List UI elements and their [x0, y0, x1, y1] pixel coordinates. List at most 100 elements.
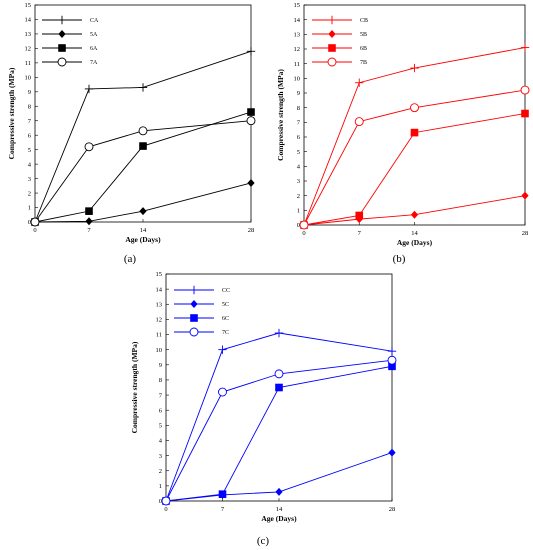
legend-marker-CB: [327, 15, 337, 25]
series-line-7C: [165, 359, 393, 502]
y-tick-label: 4: [28, 161, 32, 168]
x-tick-label: 0: [302, 230, 305, 237]
y-tick-label: 15: [25, 2, 32, 9]
series-line-7B: [303, 89, 526, 226]
y-tick-label: 12: [25, 46, 32, 53]
x-tick-label: 14: [411, 230, 418, 237]
data-point-6A: [247, 108, 255, 116]
y-tick-label: 5: [28, 147, 31, 154]
data-point-CC: [387, 346, 397, 356]
y-tick-label: 4: [159, 438, 163, 445]
series-line-5A: [34, 182, 252, 223]
legend-label-CA: CA: [90, 18, 99, 24]
y-tick-label: 8: [28, 103, 31, 110]
data-point-7A: [84, 142, 94, 152]
x-axis-label: Age (Days): [125, 235, 161, 244]
data-point-7A: [246, 116, 256, 126]
y-tick-label: 5: [297, 149, 300, 156]
legend-marker-5A: [58, 30, 66, 38]
y-tick-label: 15: [294, 2, 301, 9]
data-point-6C: [388, 362, 396, 371]
y-tick-label: 11: [294, 61, 300, 68]
y-tick-label: 1: [297, 208, 300, 215]
series-line-CB: [303, 47, 526, 226]
data-point-6A: [139, 142, 147, 150]
legend: CB 5B 6B 7B: [312, 15, 368, 67]
legend: CC 5C 6C 7C: [174, 285, 230, 337]
x-tick-label: 14: [140, 227, 147, 234]
series-line-6C: [165, 365, 393, 502]
legend-label-5B: 5B: [360, 32, 367, 38]
y-tick-label: 7: [297, 120, 301, 127]
data-point-CB: [355, 78, 364, 87]
series-line-6B: [303, 113, 526, 226]
y-tick-label: 5: [159, 423, 162, 430]
legend-label-6C: 6C: [222, 316, 229, 322]
data-point-7A: [30, 217, 40, 227]
panel-label: (b): [393, 253, 406, 265]
x-tick-label: 7: [221, 506, 225, 513]
data-point-7C: [274, 369, 284, 379]
x-tick-label: 28: [389, 506, 396, 513]
legend-marker-6A: [58, 44, 66, 52]
x-tick-label: 7: [358, 230, 362, 237]
legend-label-6B: 6B: [360, 46, 367, 52]
y-tick-label: 9: [159, 362, 162, 369]
x-tick-label: 0: [33, 227, 36, 234]
legend-label-CC: CC: [222, 288, 230, 294]
panel-label: (a): [124, 253, 137, 265]
y-tick-label: 3: [159, 453, 162, 460]
y-tick-label: 3: [28, 176, 31, 183]
data-point-5C: [388, 448, 396, 457]
x-tick-label: 28: [248, 227, 255, 234]
y-axis-label: Compressive strength (MPa): [276, 69, 285, 161]
data-point-6A: [85, 207, 93, 215]
data-point-5C: [275, 487, 283, 496]
y-axis-label: Compressive strength (MPa): [7, 67, 16, 159]
y-tick-label: 13: [25, 31, 32, 38]
y-tick-label: 7: [28, 118, 32, 125]
data-point-6B: [355, 211, 364, 220]
data-point-6B: [410, 128, 419, 137]
x-axis-label: Age (Days): [397, 238, 433, 247]
y-tick-label: 10: [294, 76, 301, 83]
data-point-CC: [218, 345, 227, 354]
data-point-CA: [246, 47, 256, 56]
legend-label-5C: 5C: [222, 302, 229, 308]
series-7A: [30, 116, 256, 227]
legend-marker-CA: [57, 15, 67, 25]
y-tick-label: 12: [156, 317, 163, 324]
y-tick-label: 8: [297, 105, 300, 112]
legend-label-5A: 5A: [90, 32, 98, 38]
x-tick-label: 7: [87, 227, 91, 234]
data-point-7A: [138, 126, 148, 136]
y-tick-label: 6: [28, 132, 32, 139]
y-tick-label: 2: [297, 193, 300, 200]
y-tick-label: 9: [28, 89, 31, 96]
series-line-5B: [303, 195, 526, 226]
data-point-6B: [521, 109, 529, 118]
x-tick-label: 0: [164, 506, 167, 513]
y-tick-label: 2: [159, 468, 162, 475]
y-tick-label: 14: [294, 17, 301, 24]
legend-marker-5C: [190, 300, 198, 308]
legend-marker-7B: [327, 57, 337, 67]
series-line-CA: [34, 50, 252, 223]
y-tick-label: 15: [156, 271, 163, 278]
legend-marker-5B: [328, 30, 336, 38]
series-line-CC: [165, 332, 393, 502]
y-tick-label: 0: [159, 498, 162, 505]
y-tick-label: 3: [297, 178, 300, 185]
series-5A: [31, 178, 255, 226]
data-point-7B: [354, 117, 364, 127]
data-point-5A: [247, 178, 255, 187]
y-tick-label: 14: [25, 17, 32, 24]
y-tick-label: 6: [159, 407, 163, 414]
y-tick-label: 7: [159, 392, 163, 399]
legend-label-7B: 7B: [360, 60, 367, 66]
y-tick-label: 13: [294, 32, 301, 39]
plot-frame: [34, 4, 252, 223]
